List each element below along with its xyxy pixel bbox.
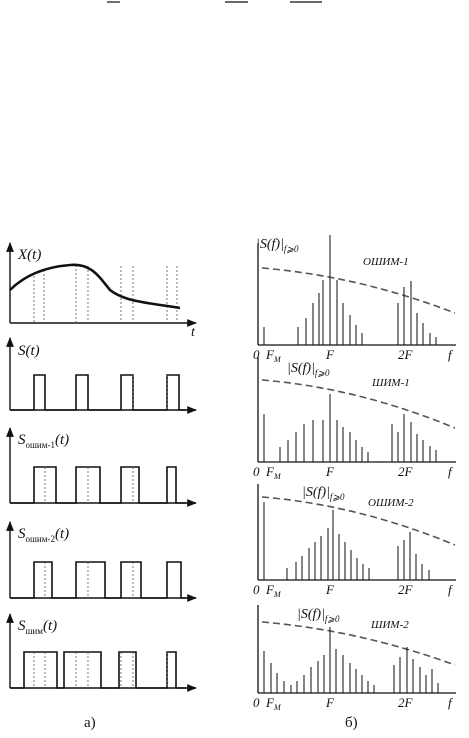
tick-fm: FM xyxy=(265,464,282,481)
time-domain-panel: X(t) t S(t) Sошим-1(t) xyxy=(6,242,197,731)
axis-label-f: f xyxy=(448,464,454,479)
plot-symbol: Sшим(t) xyxy=(18,618,57,636)
oshim1-pulses-plot: Sошим-1(t) xyxy=(6,427,197,507)
tick-2f: 2F xyxy=(398,464,414,479)
caption-b: б) xyxy=(345,715,358,731)
spectrum-title: ШИМ-2 xyxy=(370,619,409,631)
pulse-train xyxy=(10,561,186,599)
sample-gridlines xyxy=(33,265,178,323)
spectrum-title: ОШИМ-2 xyxy=(368,497,414,509)
tick-f: F xyxy=(325,464,335,479)
plot-symbol: X(t) xyxy=(17,247,41,263)
spectral-envelope xyxy=(261,496,456,546)
tick-f: F xyxy=(325,347,335,362)
caption-a: а) xyxy=(84,715,96,731)
tick-2f: 2F xyxy=(398,582,414,597)
oshim2-pulses-plot: Sошим-2(t) xyxy=(6,521,197,602)
magnitude-label: |S(f)|f⩾0 xyxy=(302,485,345,502)
plot-symbol: Sошим-1(t) xyxy=(18,432,69,450)
spectrum-title: ШИМ-1 xyxy=(371,377,410,389)
sampling-pulses-plot: S(t) xyxy=(6,337,197,414)
pulse-train xyxy=(10,374,186,411)
tick-f: F xyxy=(325,582,335,597)
spectral-envelope xyxy=(261,621,456,666)
tick-zero: 0 xyxy=(253,695,260,710)
spectrum-plot: |S(f)|f⩾0 ОШИМ-2 0 FM F 2F f xyxy=(253,484,456,599)
pulse-train xyxy=(10,466,186,504)
tick-zero: 0 xyxy=(253,464,260,479)
plot-symbol: Sошим-2(t) xyxy=(18,526,69,544)
tick-fm: FM xyxy=(265,695,282,712)
magnitude-label: |S(f)|f⩾0 xyxy=(297,607,340,624)
spectrum-plot: |S(f)|f⩾0 ШИМ-1 0 FM F 2F f xyxy=(253,357,456,481)
tick-2f: 2F xyxy=(398,695,414,710)
message-signal-plot: X(t) t xyxy=(6,242,197,340)
tick-fm: FM xyxy=(265,347,282,364)
spectrum-title: ОШИМ-1 xyxy=(363,256,409,268)
spectrum-plot: |S(f)|f⩾0 ОШИМ-1 0 FM F 2F f xyxy=(253,235,456,364)
tick-zero: 0 xyxy=(253,582,260,597)
tick-zero: 0 xyxy=(253,347,260,362)
axis-label-f: f xyxy=(448,695,454,710)
shim-pulses-plot: Sшим(t) xyxy=(6,613,197,692)
spectral-envelope xyxy=(261,267,456,314)
magnitude-label: |S(f)|f⩾0 xyxy=(256,237,299,254)
spectral-envelope xyxy=(261,379,456,429)
axis-label-t: t xyxy=(191,325,196,340)
spectrum-plot: |S(f)|f⩾0 ШИМ-2 0 FM F 2F f xyxy=(253,605,456,712)
spectrum-panel: |S(f)|f⩾0 ОШИМ-1 0 FM F 2F f |S(f)|f⩾0 ШИМ-1 0 FM F… xyxy=(253,235,456,712)
tick-f: F xyxy=(325,695,335,710)
magnitude-label: |S(f)|f⩾0 xyxy=(287,361,330,378)
tick-2f: 2F xyxy=(398,347,414,362)
axis-label-f: f xyxy=(448,582,454,597)
pulse-train xyxy=(10,651,186,689)
axis-label-f: f xyxy=(448,347,454,362)
message-curve xyxy=(9,263,181,310)
tick-fm: FM xyxy=(265,582,282,599)
plot-symbol: S(t) xyxy=(18,343,40,359)
